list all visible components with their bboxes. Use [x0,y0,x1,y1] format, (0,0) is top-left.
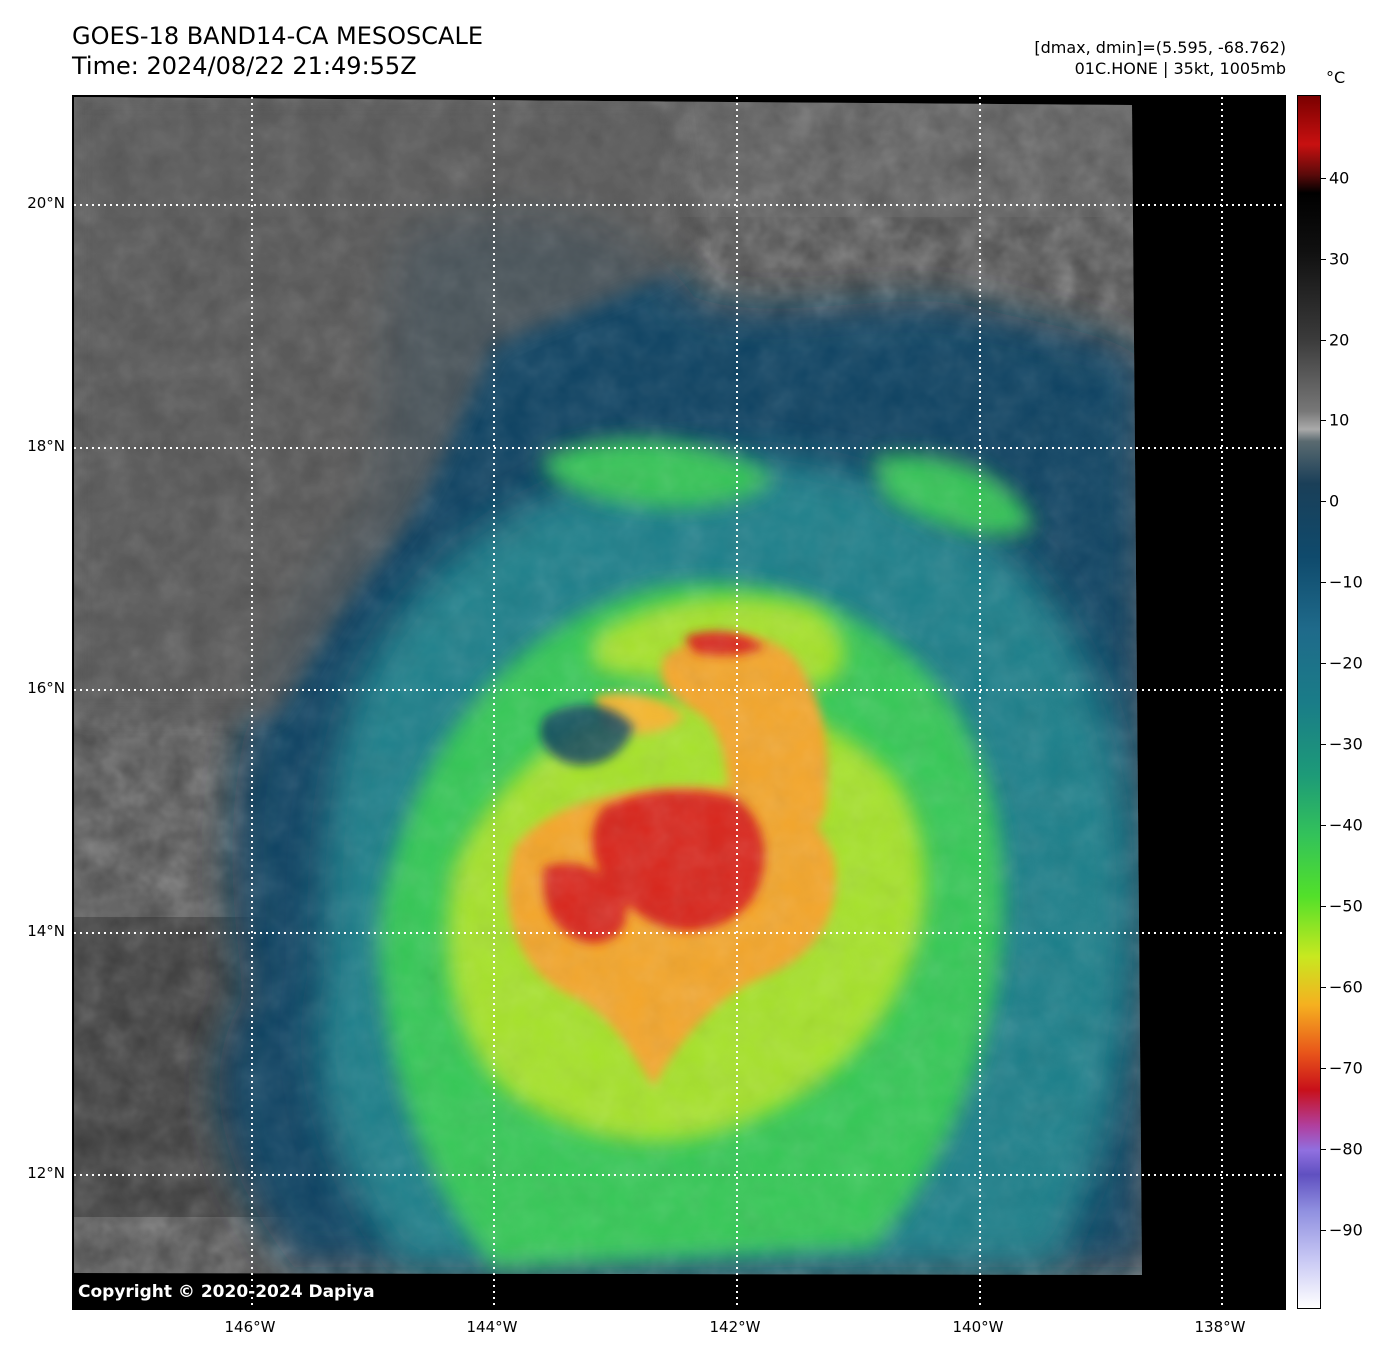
lat-label-12n: 12°N [27,1164,65,1182]
colorbar-tick-0: 0 [1329,491,1340,511]
colorbar-unit: °C [1326,68,1346,87]
lat-label-18n: 18°N [27,437,65,455]
colorbar-tick-minus90: −90 [1329,1220,1363,1240]
colorbar-tick-40: 40 [1329,168,1350,188]
graticule [74,97,1284,1308]
colorbar-tick-20: 20 [1329,330,1350,350]
lat-label-20n: 20°N [27,194,65,212]
colorbar-tick-minus50: −50 [1329,896,1363,916]
colorbar-tick-minus60: −60 [1329,977,1363,997]
satellite-imagery [74,97,1284,1308]
storm-info: 01C.HONE | 35kt, 1005mb [1074,59,1286,78]
data-range: [dmax, dmin]=(5.595, -68.762) [1034,38,1286,57]
colorbar-tick-minus30: −30 [1329,734,1363,754]
lon-label-138w: 138°W [1194,1318,1246,1336]
lat-label-14n: 14°N [27,922,65,940]
colorbar-tick-minus20: −20 [1329,653,1363,673]
satellite-map: Copyright © 2020-2024 Dapiya [72,95,1286,1310]
copyright-label: Copyright © 2020-2024 Dapiya [78,1282,375,1302]
colorbar-tick-minus10: −10 [1329,572,1363,592]
colorbar-tick-30: 30 [1329,249,1350,269]
colorbar-tick-10: 10 [1329,410,1350,430]
lon-label-146w: 146°W [224,1318,276,1336]
lon-label-144w: 144°W [466,1318,518,1336]
lon-label-140w: 140°W [952,1318,1004,1336]
colorbar-tick-minus80: −80 [1329,1139,1363,1159]
colorbar-tick-minus40: −40 [1329,815,1363,835]
colorbar-tick-minus70: −70 [1329,1058,1363,1078]
map-title: GOES-18 BAND14-CA MESOSCALE [72,22,483,50]
lon-label-142w: 142°W [709,1318,761,1336]
lat-label-16n: 16°N [27,679,65,697]
map-time: Time: 2024/08/22 21:49:55Z [72,52,417,80]
colorbar [1297,95,1321,1309]
